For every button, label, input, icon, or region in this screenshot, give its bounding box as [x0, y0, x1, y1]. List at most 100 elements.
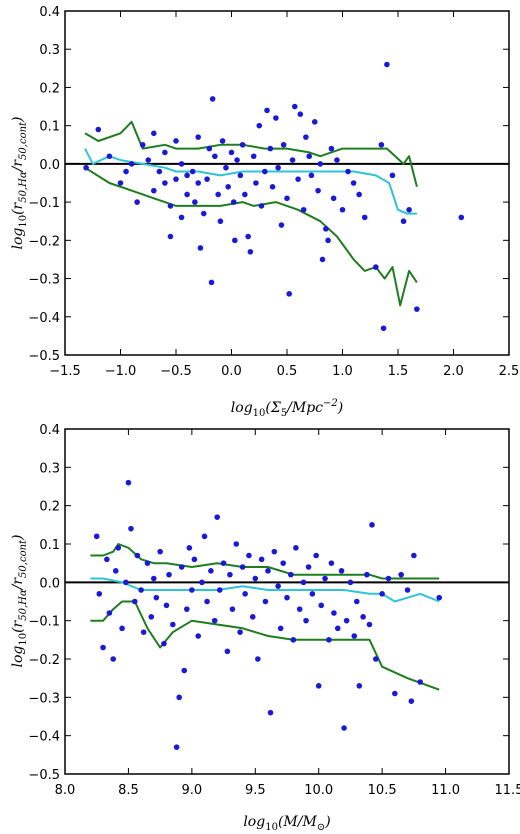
data-point	[318, 602, 325, 609]
data-point	[242, 591, 248, 597]
data-point	[271, 548, 278, 555]
data-point	[313, 552, 319, 559]
y-tick-label: 0.0	[39, 576, 60, 591]
data-point	[373, 656, 379, 662]
data-point	[334, 625, 341, 632]
y-tick-label: −0.3	[28, 273, 60, 288]
data-point	[215, 191, 221, 198]
data-point	[119, 625, 125, 632]
data-point	[209, 96, 216, 102]
data-point	[303, 617, 309, 624]
data-point	[296, 606, 303, 612]
y-tick-label: −0.1	[28, 196, 60, 211]
x-tick-label: −1.0	[105, 364, 137, 379]
data-point	[458, 214, 465, 221]
data-point	[306, 153, 313, 160]
data-point	[242, 191, 248, 198]
data-point	[256, 122, 263, 129]
data-point	[166, 571, 172, 578]
data-point	[411, 552, 417, 559]
x-tick-label: 0.5	[277, 364, 298, 379]
data-point	[178, 564, 185, 570]
data-point	[162, 149, 168, 156]
data-point	[338, 568, 345, 574]
data-point	[173, 744, 180, 750]
x-tick-label: 0.0	[221, 364, 242, 379]
data-point	[417, 679, 424, 685]
y-tick-label: 0.4	[39, 5, 60, 20]
data-point	[156, 168, 163, 175]
data-point	[83, 164, 89, 171]
data-point	[208, 279, 215, 286]
data-point	[181, 667, 188, 674]
data-point	[224, 648, 231, 655]
data-point	[151, 187, 157, 194]
data-point	[341, 725, 347, 731]
data-point	[289, 157, 296, 163]
data-point	[134, 199, 140, 205]
x-tick-label: 9.5	[245, 783, 266, 798]
data-point	[247, 249, 254, 255]
data-point	[206, 145, 213, 152]
x-tick-label: 1.5	[388, 364, 409, 379]
data-point	[144, 560, 151, 566]
data-point	[134, 552, 141, 559]
data-point	[406, 206, 412, 213]
data-point	[214, 514, 221, 520]
data-point	[369, 522, 375, 528]
data-point	[219, 138, 226, 144]
data-point	[275, 583, 281, 589]
y-tick-label: −0.4	[28, 311, 60, 326]
data-point	[148, 614, 155, 620]
data-point	[275, 164, 281, 171]
data-point	[350, 180, 357, 186]
data-point	[123, 579, 129, 586]
panel-2-x-axis-label: log10(M/M⊙)	[243, 814, 330, 833]
panel-2: 8.0 8.5 9.0 9.5 10.0 10.5 11.0 11.5 0.40.30.20.…	[10, 423, 520, 833]
data-point	[151, 130, 157, 137]
data-point	[286, 291, 293, 297]
data-point	[237, 172, 244, 179]
data-point	[220, 560, 227, 566]
data-point	[258, 203, 265, 209]
panel-1-x-tick-labels: −1.5 −1.0 −0.5 0.0 0.5 1.0 1.5 2.0 2.5	[49, 364, 519, 379]
data-point	[364, 571, 370, 578]
panel-2-lower-band	[90, 600, 440, 691]
data-point	[145, 157, 152, 163]
data-point	[229, 606, 236, 612]
data-point	[288, 571, 294, 578]
data-point	[201, 533, 208, 540]
data-point	[245, 233, 251, 240]
data-point	[392, 690, 398, 697]
data-point	[106, 153, 113, 160]
data-point	[208, 568, 214, 574]
data-point	[295, 176, 301, 182]
data-point	[93, 533, 100, 540]
data-point	[262, 168, 268, 175]
data-point	[195, 180, 201, 186]
data-point	[400, 218, 407, 225]
x-tick-label: 8.0	[55, 783, 76, 798]
data-point	[195, 633, 201, 639]
data-point	[278, 222, 285, 228]
data-point	[100, 644, 106, 651]
data-point	[115, 545, 122, 551]
data-point	[191, 556, 198, 563]
data-point	[267, 145, 274, 152]
x-tick-label: 2.5	[499, 364, 520, 379]
data-point	[233, 541, 240, 547]
data-point	[297, 111, 304, 117]
data-point	[315, 683, 322, 689]
data-point	[239, 564, 246, 570]
data-point	[128, 161, 135, 167]
data-point	[96, 591, 103, 597]
data-point	[300, 206, 307, 213]
data-point	[151, 575, 157, 582]
panel-1-median-line	[84, 148, 417, 215]
data-point	[225, 184, 231, 190]
y-tick-label: −0.5	[28, 768, 60, 783]
panel-1-y-axis-label: log10(r50,Hα/r50,cont)	[10, 116, 29, 249]
y-tick-label: −0.2	[28, 653, 60, 668]
y-tick-label: −0.1	[28, 615, 60, 630]
data-point	[204, 598, 210, 605]
